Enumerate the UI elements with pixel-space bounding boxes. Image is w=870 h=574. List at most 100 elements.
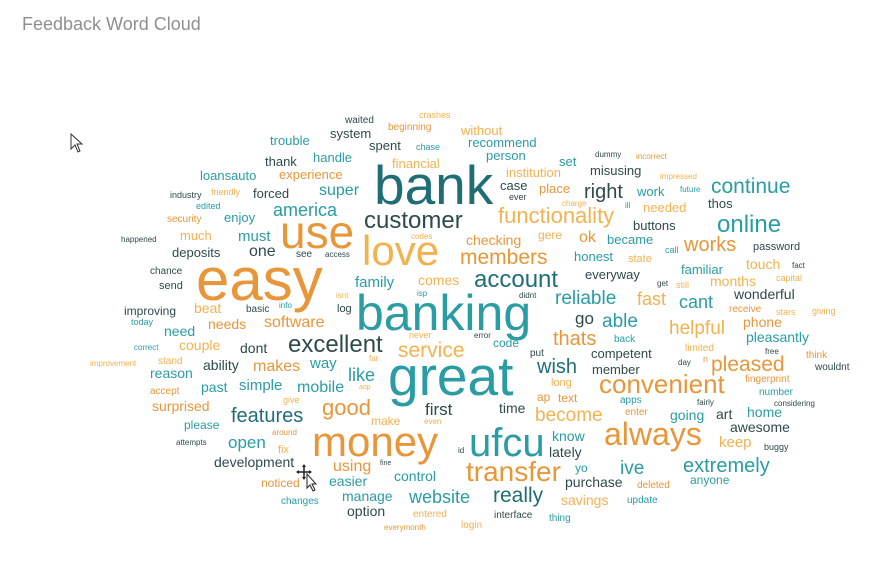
word-features: features [231,405,303,427]
word-please: please [184,418,220,432]
word-convenient: convenient [599,369,726,399]
word-right: right [584,181,623,203]
word-ever: ever [509,192,527,202]
word-using: using [333,458,371,475]
word-think: think [806,350,828,361]
word-time: time [499,400,526,416]
word-pleased: pleased [711,353,785,376]
word-n: n [703,354,708,364]
word-lately: lately [549,444,582,460]
word-anyone: anyone [690,473,730,487]
word-crashes: crashes [419,110,451,120]
word-online: online [717,211,781,238]
word-send: send [159,280,183,292]
word-isnt: isnt [336,291,349,300]
word-considering: considering [774,399,815,408]
word-mobile: mobile [297,379,344,396]
word-chance: chance [150,266,183,277]
word-transfer: transfer [466,456,561,487]
word-thats: thats [553,328,596,350]
word-money: money [312,418,438,465]
word-ap: ap [537,390,551,404]
word-loansauto: loansauto [200,168,256,183]
move-cursor-icon [296,464,318,492]
word-today: today [131,317,154,327]
word-simple: simple [239,377,282,394]
word-person: person [486,148,526,163]
word-needed: needed [643,200,686,215]
word-fix: fix [278,444,290,456]
word-continue: continue [711,175,790,198]
word-ok: ok [579,229,597,246]
word-future: future [680,185,701,194]
word-months: months [710,273,756,289]
word-still: still [676,280,689,290]
word-needs: needs [208,316,246,332]
word-everymonth: everymonth [384,523,426,532]
word-website: website [408,487,470,507]
word-buggy: buggy [764,442,789,452]
word-america: america [273,200,338,220]
word-edited: edited [196,201,221,211]
word-become: become [535,405,603,426]
word-super: super [319,182,360,199]
word-surprised: surprised [152,398,210,414]
word-really: really [493,484,544,507]
word-state: state [628,253,652,265]
word-one: one [249,243,276,260]
word-control: control [394,468,436,484]
word-beginning: beginning [388,122,431,133]
word-pleasantly: pleasantly [746,329,809,345]
word-deposits: deposits [172,245,221,260]
word-misusing: misusing [590,163,641,178]
word-beat: beat [194,300,221,316]
word-easier: easier [329,473,367,489]
word-familiar: familiar [681,262,724,277]
word-capital: capital [776,273,802,283]
word-info: info [279,301,292,310]
word-get: get [657,279,669,288]
word-enter: enter [625,407,648,418]
word-attempts: attempts [176,438,207,447]
word-day: day [678,358,691,367]
word-noticed: noticed [261,476,300,490]
word-accept: accept [150,386,180,397]
word-friendly: friendly [211,187,241,197]
word-honest: honest [574,249,613,264]
word-home: home [747,404,782,420]
word-wouldnt: wouldnt [814,362,850,373]
page-title: Feedback Word Cloud [22,14,201,34]
word-update: update [627,495,658,506]
word-improving: improving [124,304,176,318]
word-cant: cant [679,292,713,312]
word-fairly: fairly [697,398,714,407]
word-ill: ill [625,201,631,210]
word-improvement: improvement [90,359,137,368]
word-handle: handle [313,150,352,165]
word-impressed: impressed [660,172,697,181]
word-software: software [264,314,325,331]
word-security: security [167,214,201,225]
word-call: call [665,245,679,255]
word-see: see [296,249,313,260]
word-incorrect: incorrect [636,152,667,161]
word-chase: chase [416,142,440,152]
word-isp: isp [417,289,428,298]
word-industry: industry [170,190,202,200]
word-much: much [180,228,212,243]
word-forced: forced [253,186,289,201]
word-error: error [474,331,491,340]
word-enjoy: enjoy [224,210,256,225]
word-helpful: helpful [669,318,725,339]
word-gere: gere [538,228,562,242]
word-give: give [283,395,300,405]
word-stand: stand [158,356,182,367]
word-put: put [530,348,544,359]
word-easy: easy [196,246,323,313]
word-far: far [369,354,379,363]
word-checking: checking [466,232,521,248]
word-good: good [322,395,371,420]
word-love: love [362,227,439,274]
word-thing: thing [549,513,571,524]
word-waited: waited [344,115,374,126]
